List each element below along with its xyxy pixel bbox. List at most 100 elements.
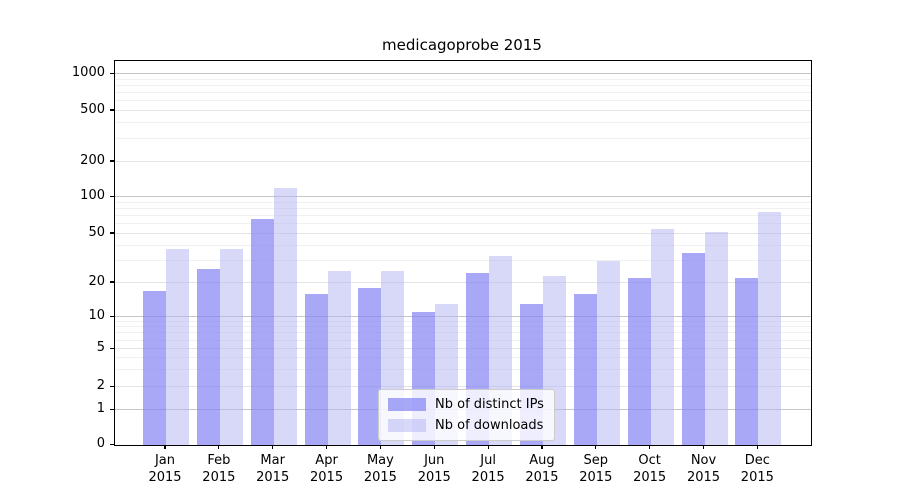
- x-tick-mark-jul: [487, 445, 489, 449]
- bar-downloads-jan: [166, 248, 189, 445]
- bar-downloads-nov: [704, 231, 728, 445]
- y-tick-mark-20: [110, 281, 114, 283]
- gridline-70: [115, 215, 811, 217]
- gridline-9: [115, 320, 811, 322]
- y-tick-mark-10: [110, 315, 114, 317]
- y-tick-label-20: 20: [88, 273, 105, 289]
- bar-distinct-ips-jan: [143, 291, 166, 445]
- gridline-900: [115, 78, 811, 80]
- y-tick-label-1: 1: [96, 401, 105, 417]
- x-tick-mark-sep: [595, 445, 597, 449]
- x-tick-label-oct: Oct 2015: [633, 453, 667, 485]
- bar-downloads-apr: [327, 271, 351, 445]
- bar-distinct-ips-dec: [735, 277, 759, 445]
- y-tick-label-200: 200: [80, 152, 105, 168]
- bar-distinct-ips-may: [358, 288, 382, 445]
- x-tick-mark-aug: [541, 445, 543, 449]
- bar-downloads-dec: [758, 212, 782, 445]
- x-tick-label-aug: Aug 2015: [525, 453, 559, 485]
- y-tick-mark-0: [110, 443, 114, 445]
- y-tick-label-0: 0: [96, 436, 105, 451]
- bar-distinct-ips-mar: [250, 219, 274, 445]
- x-tick-label-apr: Apr 2015: [310, 453, 344, 485]
- x-tick-mark-mar: [272, 445, 274, 449]
- bar-downloads-mar: [273, 187, 297, 445]
- y-tick-label-100: 100: [80, 188, 105, 203]
- x-tick-mark-jun: [433, 445, 435, 449]
- x-tick-label-jun: Jun 2015: [417, 453, 451, 485]
- y-tick-mark-100: [110, 195, 114, 197]
- x-tick-label-mar: Mar 2015: [256, 453, 290, 485]
- x-tick-mark-jan: [164, 445, 166, 449]
- legend-label-downloads: Nb of downloads: [435, 418, 544, 433]
- x-tick-label-feb: Feb 2015: [202, 453, 236, 485]
- x-tick-mark-nov: [702, 445, 705, 449]
- bar-distinct-ips-apr: [304, 293, 328, 445]
- legend-swatch-downloads: [388, 419, 426, 432]
- gridline-10: [115, 316, 811, 318]
- x-tick-label-dec: Dec 2015: [740, 453, 774, 485]
- x-tick-label-sep: Sep 2015: [579, 453, 613, 485]
- x-tick-label-jul: Jul 2015: [471, 453, 505, 485]
- bar-distinct-ips-feb: [196, 269, 220, 445]
- legend-label-distinct-ips: Nb of distinct IPs: [435, 397, 544, 412]
- legend-entry-distinct-ips: Nb of distinct IPs: [388, 397, 544, 412]
- y-tick-mark-500: [110, 109, 114, 111]
- chart-title: medicagoprobe 2015: [382, 36, 542, 54]
- y-tick-mark-1000: [110, 72, 114, 74]
- x-tick-label-jan: Jan 2015: [148, 453, 182, 485]
- bar-downloads-feb: [219, 248, 243, 445]
- x-tick-mark-feb: [218, 445, 220, 449]
- y-tick-mark-200: [110, 160, 114, 162]
- x-tick-mark-apr: [325, 445, 328, 449]
- bar-downloads-oct: [650, 228, 674, 445]
- y-tick-mark-1: [110, 408, 114, 410]
- gridline-300: [115, 138, 811, 140]
- gridline-30: [115, 260, 811, 262]
- gridline-200: [115, 161, 811, 162]
- y-tick-label-10: 10: [88, 308, 105, 323]
- gridline-1000: [115, 73, 811, 75]
- gridline-700: [115, 92, 811, 94]
- gridline-100: [115, 196, 811, 198]
- gridline-600: [115, 100, 811, 102]
- y-tick-label-2: 2: [96, 378, 105, 394]
- x-tick-mark-dec: [756, 445, 758, 449]
- x-tick-label-nov: Nov 2015: [686, 453, 721, 485]
- gridline-400: [115, 122, 811, 124]
- x-tick-label-may: May 2015: [363, 453, 397, 485]
- gridline-90: [115, 201, 811, 203]
- bar-distinct-ips-sep: [573, 293, 597, 445]
- gridline-40: [115, 244, 811, 246]
- gridline-8: [115, 326, 811, 328]
- y-tick-label-5: 5: [96, 340, 105, 355]
- gridline-3: [115, 369, 811, 371]
- gridline-50: [115, 233, 811, 234]
- gridline-2: [115, 386, 811, 388]
- x-tick-mark-oct: [649, 445, 651, 449]
- y-tick-label-1000: 1000: [71, 65, 105, 81]
- legend-swatch-distinct-ips: [388, 398, 426, 411]
- plot-area: Nb of distinct IPs Nb of downloads: [114, 60, 812, 446]
- gridline-500: [115, 110, 811, 111]
- legend: Nb of distinct IPs Nb of downloads: [378, 389, 555, 441]
- legend-entry-downloads: Nb of downloads: [388, 418, 544, 433]
- y-tick-mark-5: [110, 347, 114, 349]
- y-tick-mark-50: [110, 232, 114, 234]
- x-tick-mark-may: [379, 445, 381, 449]
- y-tick-label-500: 500: [80, 101, 105, 117]
- gridline-6: [115, 339, 811, 341]
- bar-distinct-ips-nov: [681, 253, 705, 445]
- bar-distinct-ips-oct: [627, 277, 651, 445]
- gridline-20: [115, 282, 811, 283]
- y-tick-mark-2: [110, 385, 114, 387]
- gridline-80: [115, 207, 811, 209]
- gridline-800: [115, 84, 811, 86]
- gridline-4: [115, 357, 811, 359]
- gridline-60: [115, 223, 811, 225]
- gridline-5: [115, 348, 811, 349]
- y-tick-label-50: 50: [88, 224, 105, 240]
- gridline-7: [115, 332, 811, 334]
- bar-downloads-sep: [596, 261, 620, 445]
